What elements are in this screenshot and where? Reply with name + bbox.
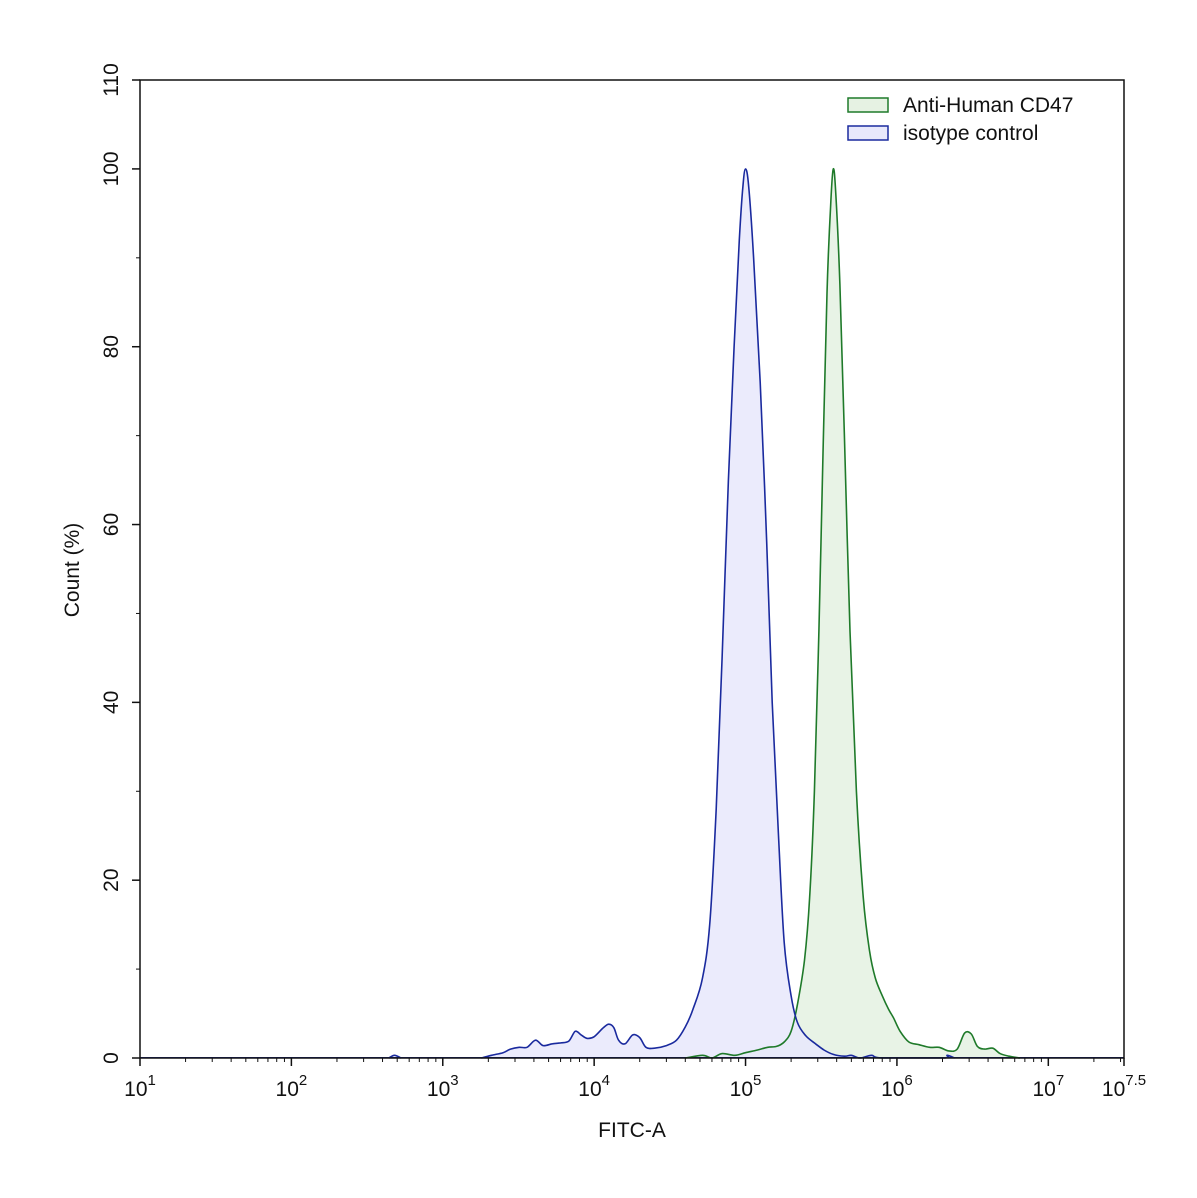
- series-area-anti-human-cd47: [685, 168, 1020, 1058]
- x-tick-label: 107: [1032, 1072, 1064, 1101]
- series-lines: [140, 168, 1124, 1059]
- y-axis: 0 20 40 60 80 100 110: [100, 63, 140, 1064]
- x-tick-label: 105: [730, 1072, 762, 1101]
- y-axis-label: Count (%): [61, 523, 84, 618]
- legend-label-isotype-control: isotype control: [903, 122, 1038, 145]
- y-tick-label: 110: [100, 63, 123, 96]
- legend-swatch-anti-human-cd47: [847, 97, 889, 113]
- x-tick-label: 103: [427, 1072, 459, 1101]
- series-line-isotype-control: [481, 168, 955, 1059]
- y-tick-label: 80: [100, 335, 123, 358]
- x-axis: 101 102 103 104 105 106 107 107.5: [124, 1058, 1146, 1101]
- legend-swatch-isotype-control: [847, 125, 889, 141]
- y-tick-label: 20: [100, 869, 123, 892]
- series-line-anti-human-cd47: [685, 168, 1021, 1059]
- series-areas: [481, 168, 1020, 1058]
- y-tick-label: 100: [100, 151, 123, 186]
- x-tick-label: 107.5: [1102, 1072, 1146, 1101]
- legend-label-anti-human-cd47: Anti-Human CD47: [903, 94, 1073, 117]
- plot-frame: [139, 79, 1125, 1059]
- x-axis-label: FITC-A: [598, 1119, 666, 1142]
- y-tick-label: 0: [100, 1052, 123, 1064]
- x-tick-label: 104: [578, 1072, 610, 1101]
- y-tick-label: 40: [100, 691, 123, 714]
- x-tick-label: 106: [881, 1072, 913, 1101]
- x-tick-label: 101: [124, 1072, 156, 1101]
- y-tick-label: 60: [100, 513, 123, 536]
- legend: Anti-Human CD47 isotype control: [847, 94, 1073, 145]
- x-tick-label: 102: [276, 1072, 308, 1101]
- series-area-isotype-control: [481, 168, 955, 1058]
